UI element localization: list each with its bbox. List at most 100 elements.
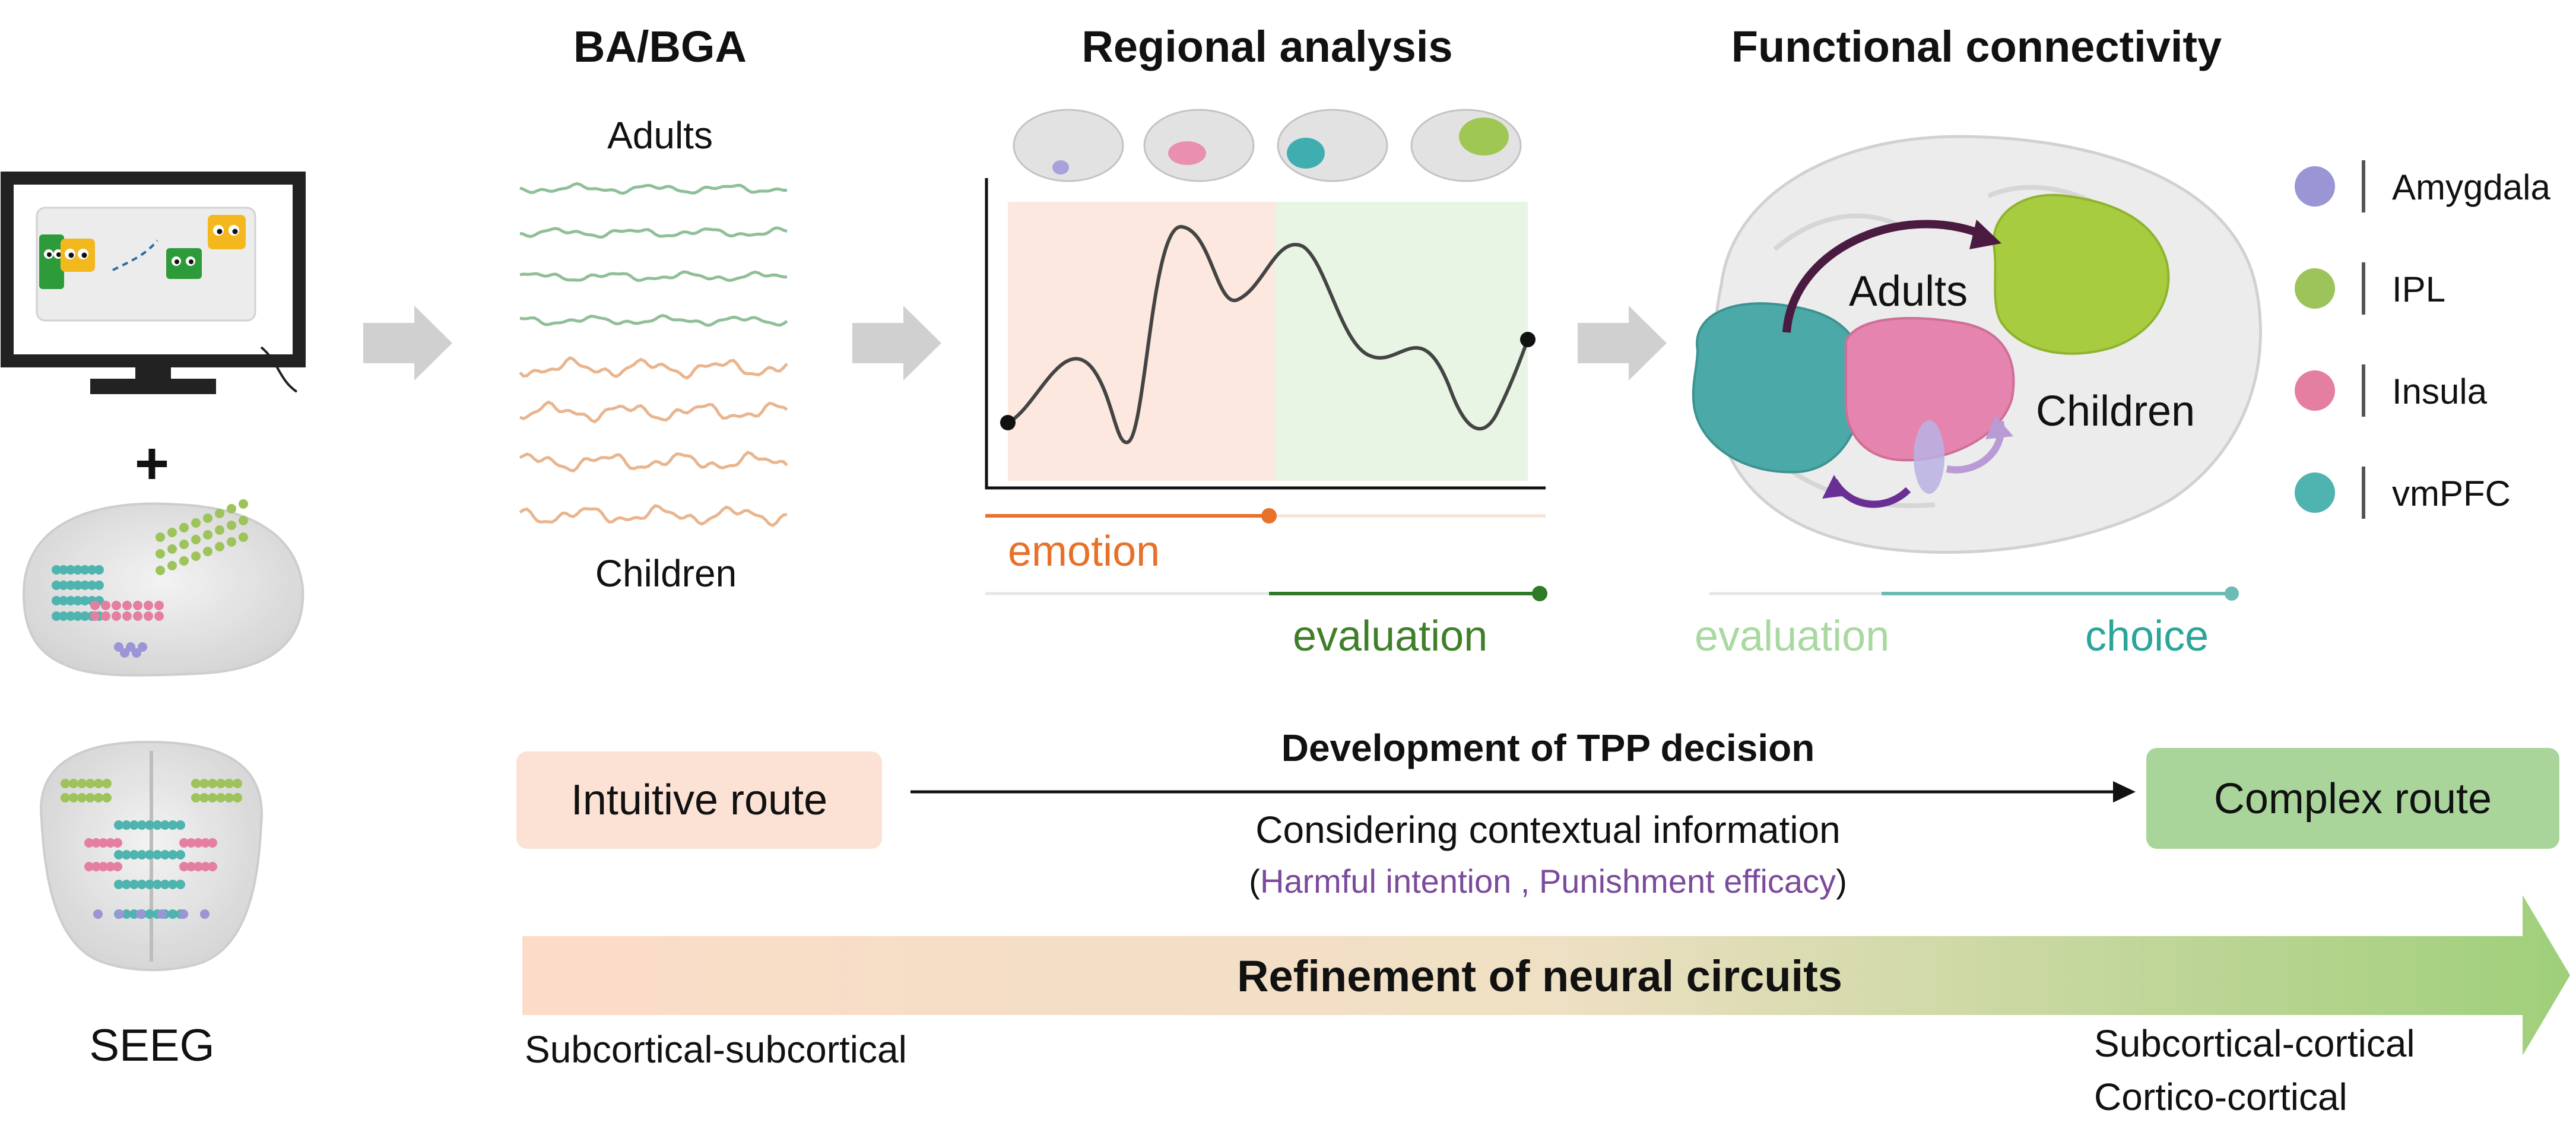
electrode-dot xyxy=(113,838,122,848)
electrode-dot xyxy=(122,820,131,830)
electrode-dot xyxy=(91,862,101,871)
brain-thumbnail-amygdala xyxy=(1013,109,1124,182)
electrode-dot xyxy=(102,779,112,788)
electrode-dot xyxy=(69,793,78,803)
electrode-dot xyxy=(132,648,141,658)
electrode-dot xyxy=(138,642,147,652)
intuitive-route-box xyxy=(516,751,882,849)
electrode-dot xyxy=(122,880,131,889)
electrode-dot xyxy=(94,793,103,803)
electrode-dot xyxy=(84,862,94,871)
complex-route-box xyxy=(2146,748,2559,849)
electrode-dot xyxy=(215,525,224,535)
electrode-dot xyxy=(160,880,170,889)
electrode-dot xyxy=(99,862,108,871)
electrode-dot xyxy=(99,838,108,848)
electrode-dot xyxy=(93,909,103,919)
electrode-dot xyxy=(85,793,95,803)
electrode-dot xyxy=(160,820,170,830)
harmful-intention-label: Harmful intention xyxy=(1260,862,1511,900)
separator: , xyxy=(1511,862,1539,900)
electrode-dot xyxy=(215,542,224,551)
electrode-dot xyxy=(145,850,154,859)
electrode-dot xyxy=(154,601,164,610)
electrode-dot xyxy=(199,793,209,803)
electrode-dot xyxy=(61,793,70,803)
electrode-dot xyxy=(154,611,164,621)
electrode-dot xyxy=(122,909,131,919)
electrode-dot xyxy=(113,862,122,871)
electrode-dot xyxy=(129,820,139,830)
electrode-dot xyxy=(168,820,177,830)
electrode-dot xyxy=(114,850,123,859)
electrode-dot xyxy=(94,779,103,788)
electrode-dot xyxy=(191,779,201,788)
vmpfc-region xyxy=(1692,302,1866,474)
computer-monitor xyxy=(1,172,306,394)
insula-region xyxy=(1845,317,2015,462)
paren-open: ( xyxy=(1249,862,1260,900)
yellow-character-icon xyxy=(61,239,95,272)
electrode-dot xyxy=(227,537,236,547)
brain-thumbnail-ipl xyxy=(1410,109,1522,182)
electrode-dot xyxy=(129,880,139,889)
legend-swatch-insula xyxy=(2295,370,2335,411)
header-regional-analysis: Regional analysis xyxy=(1081,22,1452,71)
complex-route-label: Complex route xyxy=(2214,775,2492,823)
legend-label-amygdala: Amygdala xyxy=(2392,167,2550,207)
electrode-dot xyxy=(186,862,196,871)
connectivity-children-label: Children xyxy=(2036,388,2195,435)
electrode-dot xyxy=(137,850,147,859)
electrode-dot xyxy=(203,547,212,556)
electrode-dot xyxy=(59,581,68,590)
electrode-dot xyxy=(153,880,162,889)
electrode-dot xyxy=(112,601,121,610)
regional-axes xyxy=(985,178,1546,490)
electrode-dot xyxy=(156,549,165,559)
connectivity-evaluation-label: evaluation xyxy=(1695,613,1889,660)
legend-swatch-ipl xyxy=(2295,268,2335,309)
curve-start-dot xyxy=(1000,415,1016,430)
electrode-dot xyxy=(101,611,110,621)
electrode-dot xyxy=(101,601,110,610)
electrode-dot xyxy=(239,516,248,525)
legend-swatch-amygdala xyxy=(2295,166,2335,207)
emotion-window-shade xyxy=(1008,202,1275,481)
electrode-dot xyxy=(167,544,177,554)
electrode-dot xyxy=(179,540,189,549)
electrode-dot xyxy=(77,779,87,788)
electrode-dot xyxy=(80,596,90,605)
electrode-dot xyxy=(137,820,147,830)
electrode-dot xyxy=(52,581,61,590)
electrode-dot xyxy=(193,838,203,848)
electrode-dot xyxy=(216,793,226,803)
electrode-dot xyxy=(144,611,153,621)
plus-sign: + xyxy=(135,430,169,497)
electrode-dot xyxy=(208,862,217,871)
electrode-dot xyxy=(179,838,189,848)
electrode-dot xyxy=(239,532,248,542)
electrode-dot xyxy=(168,850,177,859)
evaluation-timeline xyxy=(985,586,1547,601)
regional-evaluation-label: evaluation xyxy=(1293,613,1487,660)
electrode-dot xyxy=(144,601,153,610)
subcortical-cortical-label: Subcortical-cortical xyxy=(2094,1022,2415,1065)
header-functional-connectivity: Functional connectivity xyxy=(1731,22,2222,71)
electrode-dot xyxy=(201,838,210,848)
adult-oscillation-trace xyxy=(519,313,788,327)
electrode-dot xyxy=(193,862,203,871)
electrode-dot xyxy=(227,504,236,513)
adults-connection-arrow xyxy=(1782,220,1984,333)
electrode-dot xyxy=(73,596,83,605)
electrode-dot xyxy=(153,850,162,859)
electrode-dot xyxy=(52,611,61,621)
electrode-dot xyxy=(61,779,70,788)
electrode-dot xyxy=(122,601,132,610)
yellow-character-small-icon xyxy=(208,215,246,249)
electrode-dot xyxy=(59,596,68,605)
evaluation-window-shade xyxy=(1275,202,1528,481)
electrode-dot xyxy=(208,779,217,788)
electrode-dot xyxy=(216,779,226,788)
electrode-dot xyxy=(91,838,101,848)
